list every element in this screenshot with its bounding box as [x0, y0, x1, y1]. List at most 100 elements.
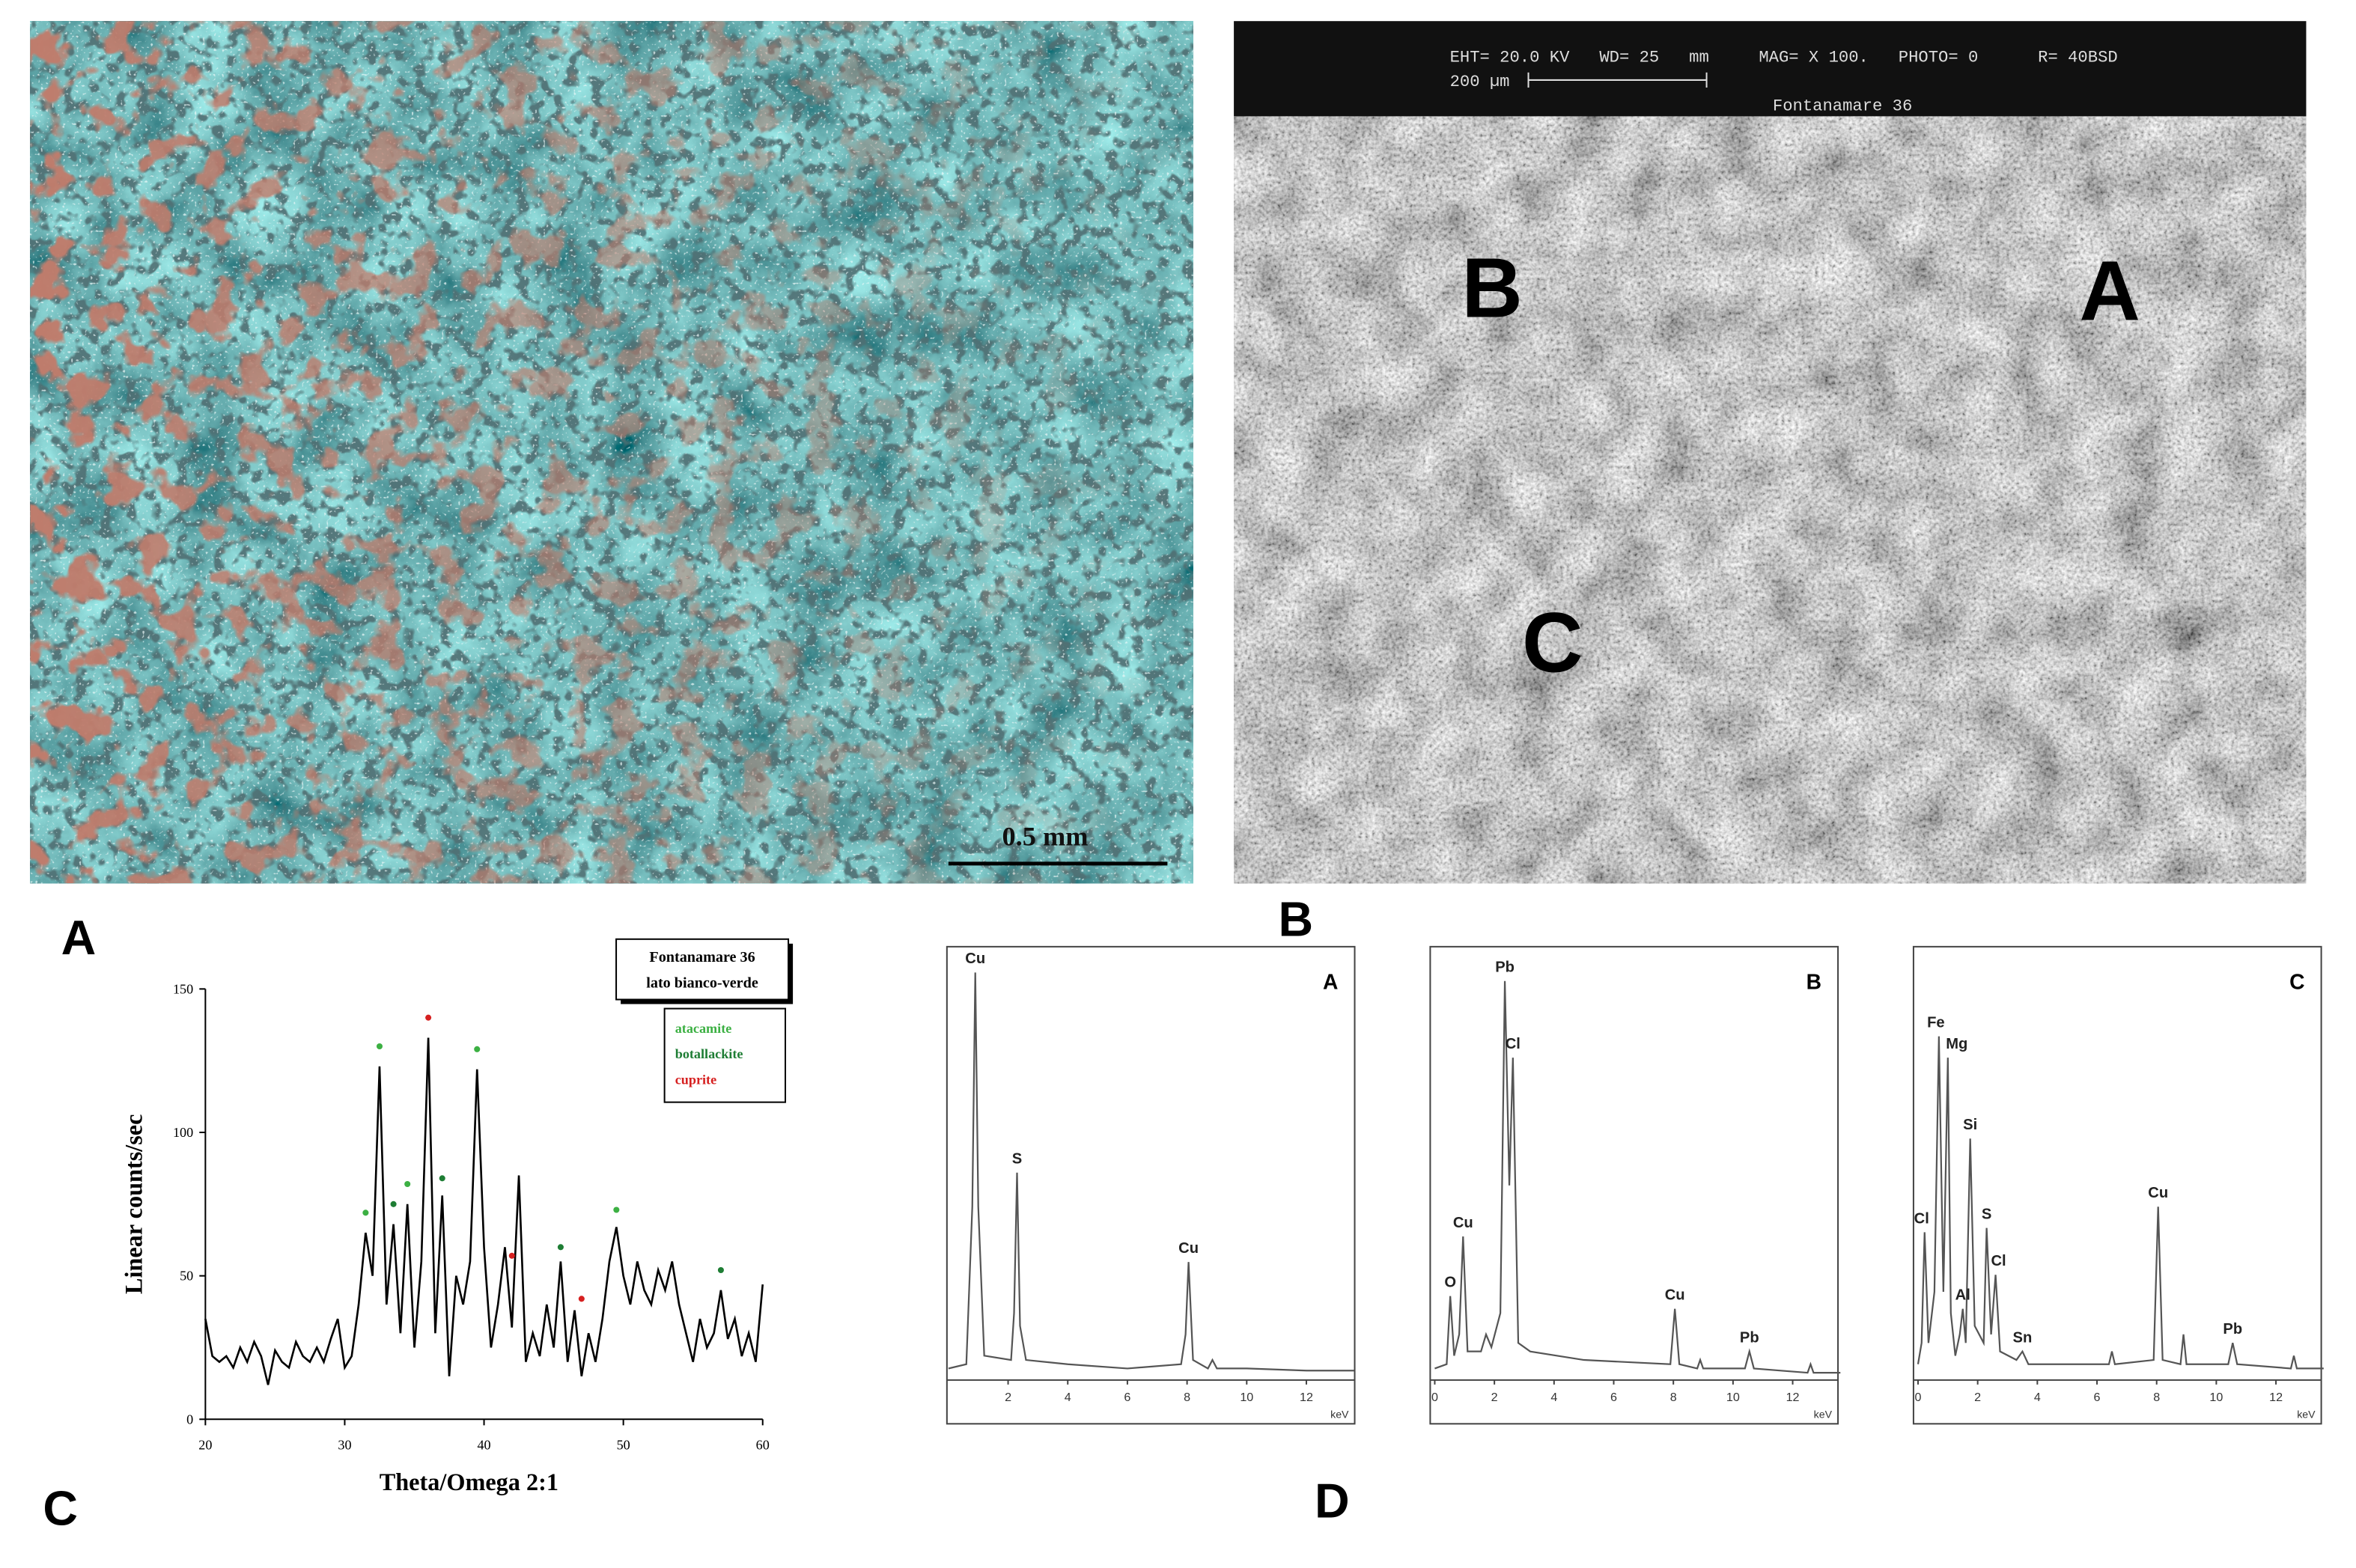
x-tick-label: 12 — [1786, 1391, 1800, 1404]
peak-label: Cl — [1506, 1036, 1521, 1052]
peak-label: Pb — [2223, 1321, 2242, 1337]
spectrum-line — [1434, 980, 1841, 1374]
peak-label: Cl — [1991, 1253, 2006, 1269]
peak-label: S — [1012, 1151, 1022, 1168]
peak-marker — [404, 1180, 411, 1188]
x-tick-label: 4 — [2034, 1391, 2041, 1404]
sem-image: EHT= 20.0 KV WD= 25 mm MAG= X 100. PHOTO… — [1234, 21, 2307, 884]
eds-chart: 2 4 6 8 10 12 keV A Cu S Cu — [946, 945, 1356, 1425]
panel-label: A — [61, 911, 97, 965]
panel-label: C — [43, 1481, 78, 1535]
spectrum-line — [204, 1037, 764, 1385]
legend-title: lato bianco-verde — [646, 974, 758, 991]
x-tick-label: 12 — [2269, 1391, 2283, 1404]
peak-marker — [474, 1046, 481, 1052]
legend-entry: botallackite — [675, 1046, 743, 1061]
peak-label: S — [1982, 1206, 1991, 1223]
x-tick-label: 8 — [2153, 1391, 2160, 1404]
peak-label: Cu — [1665, 1287, 1685, 1304]
y-tick-label: 50 — [180, 1269, 193, 1284]
x-tick-label: 12 — [1300, 1391, 1313, 1404]
y-tick-label: 0 — [186, 1412, 193, 1427]
peak-marker — [390, 1201, 397, 1207]
panel-label: D — [1315, 1474, 1350, 1528]
region-label: A — [2079, 244, 2140, 338]
photo-rust — [30, 21, 1193, 884]
x-tick-label: 0 — [1914, 1391, 1921, 1404]
x-axis-label: keV — [2297, 1408, 2316, 1420]
x-tick-label: 10 — [1240, 1391, 1253, 1404]
peak-marker — [613, 1206, 620, 1213]
peak-marker — [439, 1175, 445, 1182]
legend-entry: cuprite — [675, 1072, 716, 1087]
x-tick-label: 6 — [1610, 1391, 1617, 1404]
spectrum-line — [948, 972, 1354, 1372]
x-tick-label: 8 — [1184, 1391, 1190, 1404]
legend-title: Fontanamare 36 — [649, 949, 755, 965]
sem-speckle — [1234, 116, 2307, 884]
x-axis-label: keV — [1330, 1408, 1349, 1420]
panel-corner-label: A — [1323, 969, 1338, 993]
peak-label: Pb — [1740, 1330, 1759, 1346]
spectrum-line — [1917, 1036, 2324, 1370]
x-tick-label: 6 — [2094, 1391, 2101, 1404]
legend-entry: atacamite — [675, 1021, 732, 1036]
peak-marker — [362, 1209, 369, 1216]
x-tick-label: 2 — [1974, 1391, 1981, 1404]
peak-label: Fe — [1927, 1015, 1945, 1031]
peak-label: Si — [1963, 1117, 1977, 1133]
peak-label: Cl — [1914, 1210, 1929, 1227]
peak-label: Cu — [1178, 1240, 1199, 1257]
y-tick-label: 100 — [173, 1125, 193, 1140]
peak-label: Cu — [965, 951, 985, 967]
eds-chart: 0 2 4 6 8 10 12 keV B O Cu Pb Cl Cu Pb — [1429, 945, 1841, 1425]
peak-label: Pb — [1495, 960, 1515, 976]
peak-marker — [376, 1043, 383, 1050]
panel-frame — [946, 945, 1356, 1425]
x-tick-label: 6 — [1124, 1391, 1130, 1404]
x-axis-label: keV — [1814, 1408, 1833, 1420]
panel-label: B — [1279, 893, 1314, 947]
legend-box — [663, 1007, 787, 1103]
panel-frame — [1912, 945, 2322, 1425]
peak-label: Cu — [1453, 1215, 1473, 1231]
x-tick-label: 20 — [198, 1438, 212, 1453]
x-tick-label: 4 — [1065, 1391, 1071, 1404]
peak-marker — [508, 1252, 515, 1259]
peak-marker — [717, 1266, 724, 1274]
peak-marker — [425, 1014, 432, 1021]
photo-a: 0.5 mm — [30, 21, 1193, 884]
sem-scale-label: 200 µm — [1450, 73, 1510, 91]
sem-parameters: EHT= 20.0 KV WD= 25 mm MAG= X 100. PHOTO… — [1450, 49, 2118, 67]
peak-marker — [578, 1296, 585, 1302]
scale-label: 0.5 mm — [1002, 822, 1089, 852]
x-tick-label: 10 — [2209, 1391, 2223, 1404]
x-tick-label: 2 — [1005, 1391, 1011, 1404]
x-tick-label: 50 — [617, 1438, 630, 1453]
region-label: C — [1522, 596, 1583, 690]
peak-label: Sn — [2013, 1330, 2033, 1346]
x-tick-label: 0 — [1431, 1391, 1438, 1404]
x-tick-label: 30 — [338, 1438, 351, 1453]
x-tick-label: 2 — [1491, 1391, 1498, 1404]
y-tick-label: 150 — [173, 981, 193, 996]
legend-title-box — [615, 938, 790, 1001]
peak-label: Mg — [1946, 1036, 1967, 1052]
peak-marker — [557, 1244, 564, 1251]
xrd-chart: 0 50 100 150 20 30 40 50 60 Linear counts/sec Thet… — [121, 938, 794, 1495]
x-tick-label: 4 — [1550, 1391, 1557, 1404]
panel-frame — [1429, 945, 1839, 1425]
peak-label: Al — [1955, 1287, 1970, 1304]
y-axis-label: Linear counts/sec — [121, 1114, 147, 1294]
peak-label: O — [1444, 1275, 1456, 1291]
x-tick-label: 8 — [1670, 1391, 1677, 1404]
x-axis-label: Theta/Omega 2:1 — [380, 1468, 558, 1495]
region-label: B — [1461, 241, 1523, 335]
x-tick-label: 40 — [477, 1438, 490, 1453]
x-tick-label: 10 — [1726, 1391, 1740, 1404]
panel-corner-label: C — [2289, 969, 2304, 993]
x-tick-label: 60 — [756, 1438, 770, 1453]
sem-header — [1234, 21, 2307, 117]
